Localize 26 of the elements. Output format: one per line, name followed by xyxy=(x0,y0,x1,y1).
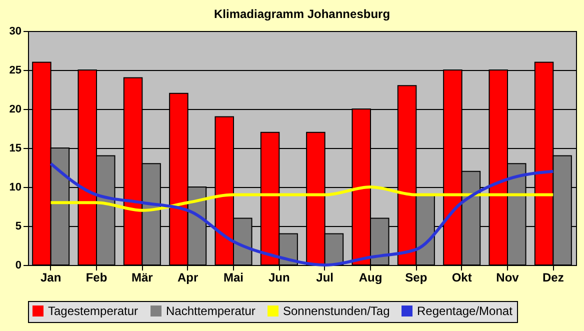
x-tick-label: Dez xyxy=(542,270,564,284)
line-series xyxy=(49,162,555,266)
x-tick-label: Aug xyxy=(358,270,382,284)
x-tick-label: Mai xyxy=(223,270,244,284)
legend-label: Tagestemperatur xyxy=(48,304,138,318)
x-tick-label: Okt xyxy=(452,270,472,284)
y-tick-label: 0 xyxy=(15,260,22,272)
x-tick-label: Sep xyxy=(405,270,428,284)
legend-label: Nachttemperatur xyxy=(166,304,256,318)
y-tick-label: 5 xyxy=(15,220,22,232)
x-tick-label: Mär xyxy=(131,270,154,284)
y-tick-label: 10 xyxy=(9,182,22,194)
x-tick-label: Jul xyxy=(316,270,334,284)
chart-title: Klimadiagramm Johannesburg xyxy=(214,7,390,21)
y-tick-label: 20 xyxy=(9,104,22,116)
x-tick-label: Apr xyxy=(177,270,198,284)
x-tick-label: Jan xyxy=(40,270,62,284)
x-tick-label: Jun xyxy=(268,270,290,284)
x-tick-label: Feb xyxy=(86,270,108,284)
y-tick-label: 30 xyxy=(9,26,22,38)
legend-label: Regentage/Monat xyxy=(417,304,514,318)
line-series xyxy=(49,186,555,212)
legend-label: Sonnenstunden/Tag xyxy=(283,304,390,318)
x-tick-label: Nov xyxy=(496,270,520,284)
y-tick-label: 25 xyxy=(9,64,22,76)
y-tick-label: 15 xyxy=(9,142,22,154)
